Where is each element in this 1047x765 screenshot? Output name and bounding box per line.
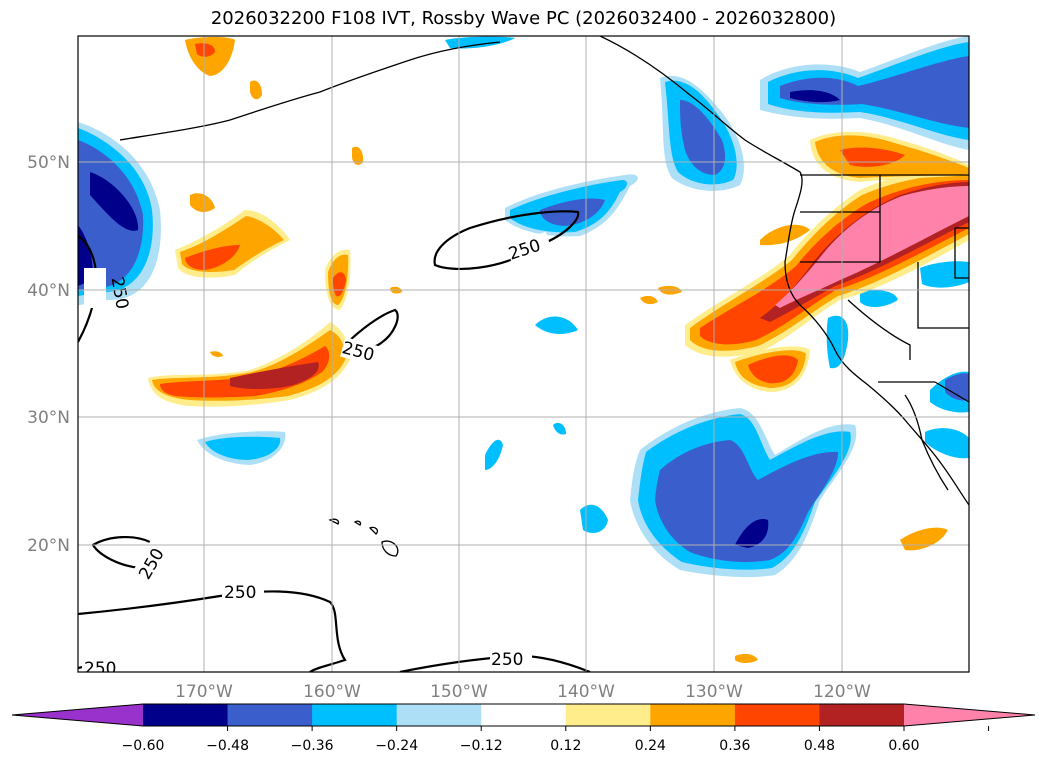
colorbar-tick-label: −0.60 bbox=[122, 738, 165, 754]
colorbar-extend-min bbox=[12, 704, 143, 726]
colorbar-outline bbox=[11, 703, 1036, 727]
map-title: 2026032200 F108 IVT, Rossby Wave PC (202… bbox=[210, 8, 837, 29]
colorbar-segment bbox=[481, 704, 567, 726]
latitude-labels: 50°N 40°N 30°N 20°N bbox=[27, 153, 70, 556]
colorbar-tick-label: −0.24 bbox=[375, 738, 418, 754]
colorbar-tick-label: 0.12 bbox=[550, 738, 581, 754]
lat-tick: 30°N bbox=[27, 408, 70, 428]
colorbar-tick-label: 0.36 bbox=[719, 738, 750, 754]
colorbar-tick-label: −0.48 bbox=[206, 738, 249, 754]
map-frame bbox=[77, 35, 970, 673]
lon-tick: 160°W bbox=[303, 682, 361, 702]
colorbar-tick-label: 0.24 bbox=[635, 738, 666, 754]
lon-tick: 130°W bbox=[685, 682, 743, 702]
gridlines bbox=[78, 36, 969, 672]
lon-tick: 150°W bbox=[430, 682, 488, 702]
colorbar-segment bbox=[396, 704, 482, 726]
colorbar-tick-label: −0.36 bbox=[291, 738, 334, 754]
colorbar-segment bbox=[143, 704, 229, 726]
lon-tick: 140°W bbox=[557, 682, 615, 702]
colorbar-extend-max bbox=[904, 704, 1035, 726]
colorbar-segment bbox=[565, 704, 651, 726]
colorbar-segment bbox=[819, 704, 905, 726]
contour-label: 250 bbox=[84, 659, 116, 679]
colorbar-segment bbox=[312, 704, 398, 726]
lat-tick: 50°N bbox=[27, 153, 70, 173]
colorbar-segment bbox=[734, 704, 820, 726]
lon-tick: 170°W bbox=[175, 682, 233, 702]
colorbar-segment bbox=[227, 704, 313, 726]
contour-labels: 250 250 250 250 250 250 250 bbox=[82, 231, 553, 679]
lat-tick: 20°N bbox=[27, 536, 70, 556]
contour-label: 250 bbox=[224, 583, 256, 603]
coastlines bbox=[119, 36, 969, 557]
contour-label: 250 bbox=[491, 650, 523, 670]
colorbar-tick-label: 0.48 bbox=[804, 738, 835, 754]
colorbar-tick-label: 0.60 bbox=[888, 738, 919, 754]
colorbar: −0.60 −0.48 −0.36 −0.24 −0.12 0.12 0.24 0.36 0.4… bbox=[11, 703, 1036, 754]
colorbar-segment bbox=[650, 704, 736, 726]
lon-tick: 120°W bbox=[813, 682, 871, 702]
colorbar-tick-label: −0.12 bbox=[460, 738, 503, 754]
lat-tick: 40°N bbox=[27, 281, 70, 301]
longitude-labels: 170°W 160°W 150°W 140°W 130°W 120°W bbox=[175, 682, 871, 702]
